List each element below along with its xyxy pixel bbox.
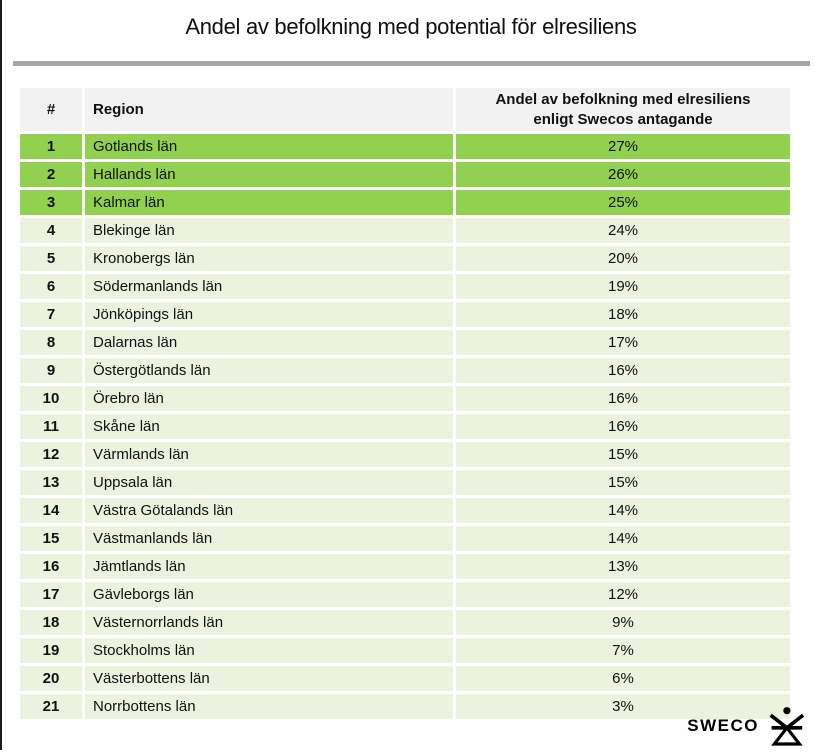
rank-cell: 7 — [20, 302, 82, 327]
rank-cell: 8 — [20, 330, 82, 355]
region-cell: Uppsala län — [85, 470, 453, 495]
region-cell: Kronobergs län — [85, 246, 453, 271]
table-row: 9 Östergötlands län 16% — [20, 358, 790, 383]
share-cell: 7% — [456, 638, 790, 663]
share-cell: 26% — [456, 162, 790, 187]
table-body: 1 Gotlands län 27% 2 Hallands län 26% 3 Kalmar … — [20, 134, 790, 719]
share-cell: 15% — [456, 442, 790, 467]
rank-cell: 1 — [20, 134, 82, 159]
share-cell: 25% — [456, 190, 790, 215]
share-cell: 18% — [456, 302, 790, 327]
table-row: 7 Jönköpings län 18% — [20, 302, 790, 327]
rank-cell: 2 — [20, 162, 82, 187]
region-cell: Västra Götalands län — [85, 498, 453, 523]
col-header-share: Andel av befolkning med elresiliens enli… — [456, 88, 790, 131]
table-row: 14 Västra Götalands län 14% — [20, 498, 790, 523]
rank-cell: 19 — [20, 638, 82, 663]
share-cell: 16% — [456, 358, 790, 383]
table-row: 8 Dalarnas län 17% — [20, 330, 790, 355]
share-cell: 9% — [456, 610, 790, 635]
share-cell: 27% — [456, 134, 790, 159]
sweco-figure-icon — [768, 706, 804, 746]
rank-cell: 12 — [20, 442, 82, 467]
share-cell: 15% — [456, 470, 790, 495]
region-cell: Östergötlands län — [85, 358, 453, 383]
left-border-line — [0, 0, 2, 750]
share-cell: 12% — [456, 582, 790, 607]
region-cell: Stockholms län — [85, 638, 453, 663]
col-header-share-line2: enligt Swecos antagande — [533, 110, 713, 128]
table-row: 21 Norrbottens län 3% — [20, 694, 790, 719]
rank-cell: 3 — [20, 190, 82, 215]
rank-cell: 21 — [20, 694, 82, 719]
table-row: 17 Gävleborgs län 12% — [20, 582, 790, 607]
rank-cell: 9 — [20, 358, 82, 383]
rank-cell: 14 — [20, 498, 82, 523]
share-cell: 3% — [456, 694, 790, 719]
region-cell: Västmanlands län — [85, 526, 453, 551]
region-cell: Gävleborgs län — [85, 582, 453, 607]
region-cell: Norrbottens län — [85, 694, 453, 719]
rank-cell: 6 — [20, 274, 82, 299]
share-cell: 16% — [456, 414, 790, 439]
share-cell: 6% — [456, 666, 790, 691]
region-cell: Södermanlands län — [85, 274, 453, 299]
rank-cell: 20 — [20, 666, 82, 691]
region-cell: Hallands län — [85, 162, 453, 187]
region-cell: Skåne län — [85, 414, 453, 439]
region-cell: Västernorrlands län — [85, 610, 453, 635]
table-row: 1 Gotlands län 27% — [20, 134, 790, 159]
region-cell: Gotlands län — [85, 134, 453, 159]
region-cell: Örebro län — [85, 386, 453, 411]
table-row: 12 Värmlands län 15% — [20, 442, 790, 467]
share-cell: 14% — [456, 498, 790, 523]
table-row: 13 Uppsala län 15% — [20, 470, 790, 495]
share-cell: 13% — [456, 554, 790, 579]
table-row: 10 Örebro län 16% — [20, 386, 790, 411]
rank-cell: 4 — [20, 218, 82, 243]
table-row: 6 Södermanlands län 19% — [20, 274, 790, 299]
rank-cell: 5 — [20, 246, 82, 271]
resilience-table: # Region Andel av befolkning med elresil… — [17, 85, 793, 722]
table-row: 15 Västmanlands län 14% — [20, 526, 790, 551]
share-cell: 24% — [456, 218, 790, 243]
share-cell: 16% — [456, 386, 790, 411]
table-row: 11 Skåne län 16% — [20, 414, 790, 439]
region-cell: Blekinge län — [85, 218, 453, 243]
table-row: 5 Kronobergs län 20% — [20, 246, 790, 271]
rank-cell: 11 — [20, 414, 82, 439]
share-cell: 20% — [456, 246, 790, 271]
table-row: 2 Hallands län 26% — [20, 162, 790, 187]
rank-cell: 10 — [20, 386, 82, 411]
table-header-row: # Region Andel av befolkning med elresil… — [20, 88, 790, 131]
footer: SWECO — [687, 706, 804, 746]
region-cell: Jönköpings län — [85, 302, 453, 327]
table-row: 4 Blekinge län 24% — [20, 218, 790, 243]
region-cell: Kalmar län — [85, 190, 453, 215]
rank-cell: 15 — [20, 526, 82, 551]
page-title: Andel av befolkning med potential för el… — [185, 14, 637, 39]
table-row: 3 Kalmar län 25% — [20, 190, 790, 215]
col-header-region: Region — [85, 88, 453, 131]
region-cell: Västerbottens län — [85, 666, 453, 691]
col-header-rank: # — [20, 88, 82, 131]
table-row: 16 Jämtlands län 13% — [20, 554, 790, 579]
sweco-wordmark: SWECO — [687, 716, 759, 735]
table-row: 18 Västernorrlands län 9% — [20, 610, 790, 635]
rank-cell: 18 — [20, 610, 82, 635]
rank-cell: 17 — [20, 582, 82, 607]
table-row: 19 Stockholms län 7% — [20, 638, 790, 663]
table-row: 20 Västerbottens län 6% — [20, 666, 790, 691]
share-cell: 19% — [456, 274, 790, 299]
region-cell: Jämtlands län — [85, 554, 453, 579]
rank-cell: 13 — [20, 470, 82, 495]
title-divider — [13, 61, 810, 66]
share-cell: 14% — [456, 526, 790, 551]
share-cell: 17% — [456, 330, 790, 355]
rank-cell: 16 — [20, 554, 82, 579]
col-header-share-line1: Andel av befolkning med elresiliens — [495, 91, 751, 108]
region-cell: Dalarnas län — [85, 330, 453, 355]
region-cell: Värmlands län — [85, 442, 453, 467]
